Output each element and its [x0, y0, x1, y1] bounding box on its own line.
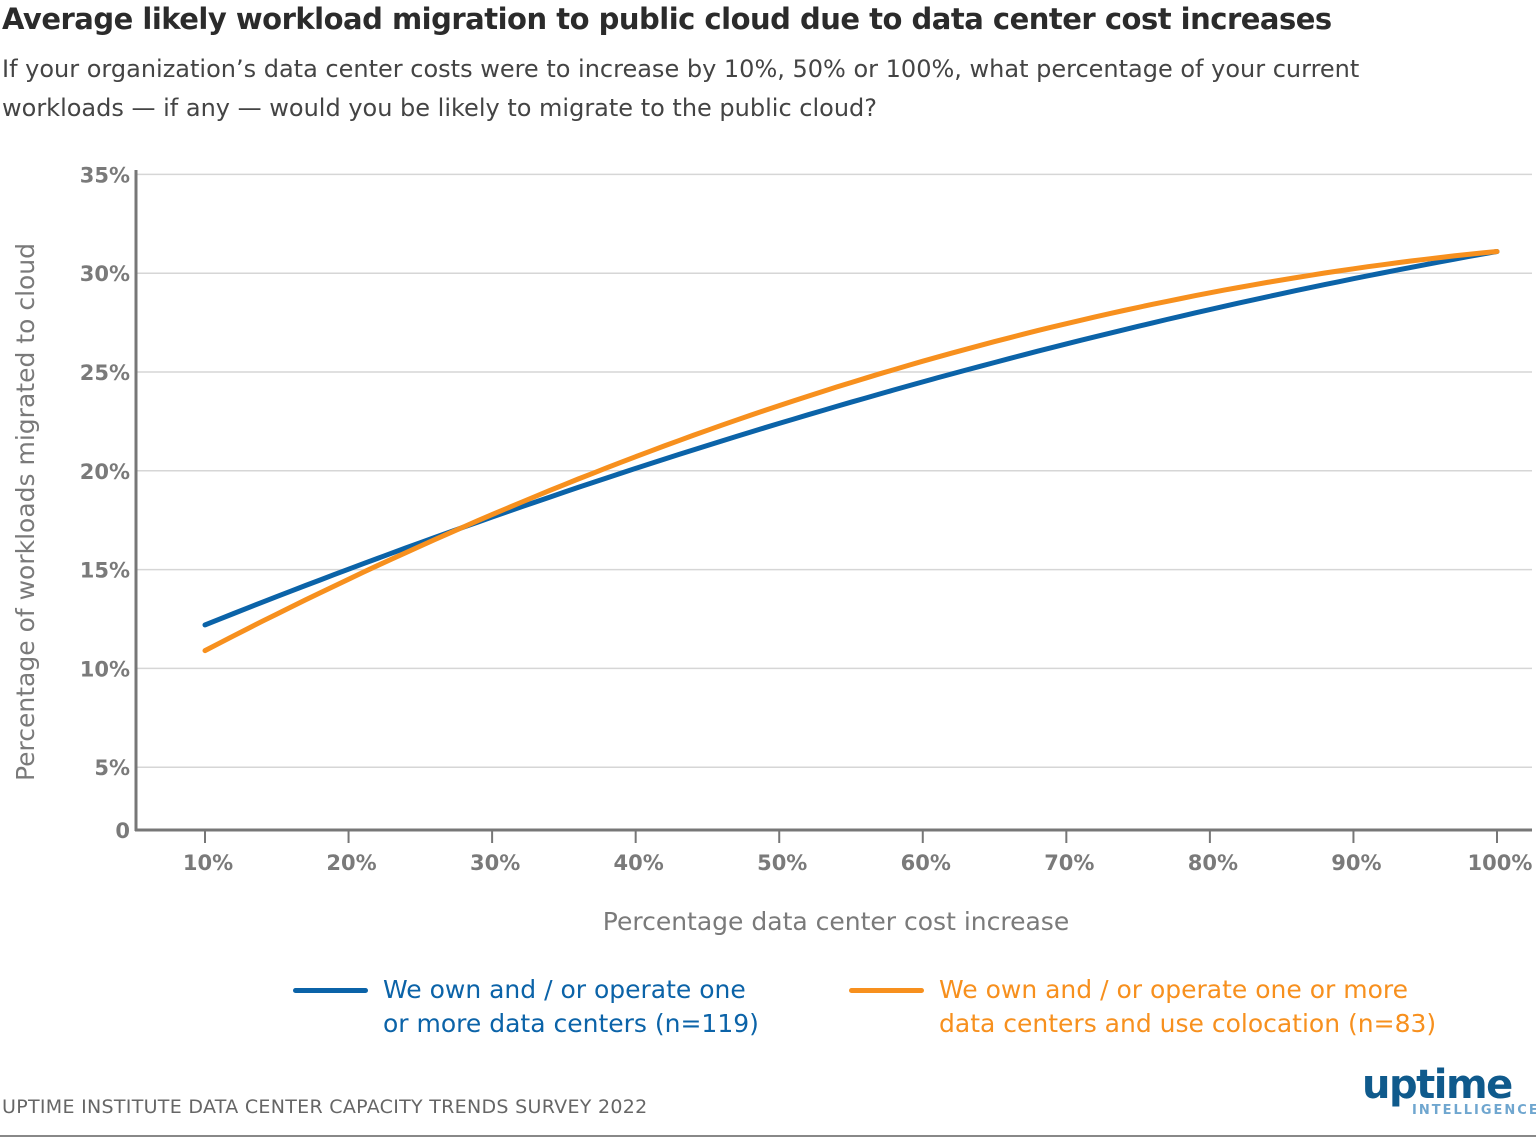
x-tick-label: 80% [1188, 851, 1238, 875]
x-tick-label: 10% [183, 851, 233, 875]
y-tick-label: 35% [80, 163, 130, 187]
x-tick-label: 60% [901, 851, 951, 875]
y-tick-label: 20% [80, 460, 130, 484]
legend-item-colocation: We own and / or operate one or more data… [939, 973, 1436, 1041]
legend-item-owned: We own and / or operate one or more data… [383, 973, 759, 1041]
uptime-logo: uptime [1362, 1062, 1513, 1108]
chart-subtitle: If your organization’s data center costs… [2, 55, 1360, 122]
plot-area: 0 5% 10% 15% 20% 25% 30% 35% 10% 20% 30% 40% 50% 60% 7… [11, 163, 1533, 936]
chart-title: Average likely workload migration to pub… [2, 2, 1332, 36]
x-tick-label: 70% [1044, 851, 1094, 875]
y-axis-label: Percentage of workloads migrated to clou… [11, 243, 40, 781]
x-tick-label: 20% [326, 851, 376, 875]
legend-text: We own and / or operate one or more [939, 975, 1409, 1004]
x-tick-label: 90% [1331, 851, 1381, 875]
series-line-0 [202, 249, 1500, 628]
x-tick-label: 40% [614, 851, 664, 875]
footer-rule [0, 1135, 1536, 1137]
y-tick-label: 10% [80, 657, 130, 681]
x-tick-label: 100% [1468, 851, 1533, 875]
uptime-logo-sub: INTELLIGENCE [1412, 1103, 1536, 1118]
legend-text: or more data centers (n=119) [383, 1009, 759, 1038]
x-tick-label: 30% [470, 851, 520, 875]
y-tick-label: 25% [80, 361, 130, 385]
series-line-1 [202, 249, 1500, 654]
x-axis-label: Percentage data center cost increase [603, 907, 1069, 936]
y-tick-label: 15% [80, 559, 130, 583]
x-tick-label: 50% [757, 851, 807, 875]
y-tick-label: 5% [94, 756, 130, 780]
y-tick-label: 0 [115, 819, 130, 843]
legend-text: data centers and use colocation (n=83) [939, 1009, 1437, 1038]
legend-text: We own and / or operate one [383, 975, 746, 1004]
legend-swatch-owned [293, 988, 368, 993]
legend-swatch-colocation [849, 988, 924, 993]
y-tick-label: 30% [80, 262, 130, 286]
source-note: UPTIME INSTITUTE DATA CENTER CAPACITY TR… [2, 1096, 648, 1118]
